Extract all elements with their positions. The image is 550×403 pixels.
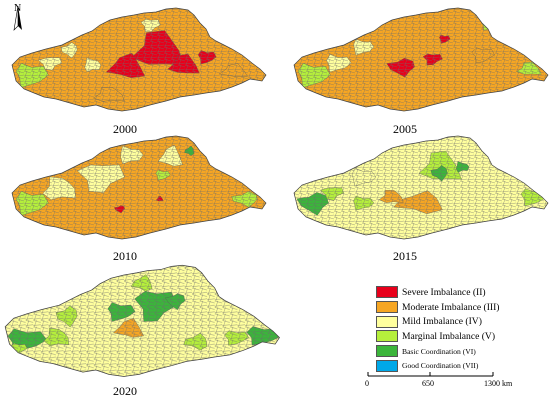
- legend-swatch: [376, 359, 398, 372]
- scale-bar: 0 650 1300 km: [360, 370, 520, 400]
- year-label-2010: 2010: [113, 249, 137, 263]
- legend-swatch: [376, 301, 398, 314]
- scale-bar-line: [367, 372, 494, 377]
- legend: Severe Imbalance (II) Moderate Imbalance…: [376, 285, 546, 373]
- legend-label: Good Coordination (VII): [402, 361, 479, 371]
- legend-item-marginal: Marginal Imbalance (V): [376, 329, 546, 344]
- legend-label: Moderate Imbalance (III): [402, 301, 500, 313]
- legend-swatch: [376, 286, 398, 299]
- legend-swatch: [376, 345, 398, 358]
- year-label-2000: 2000: [113, 122, 137, 136]
- map-panel-2005: [293, 7, 549, 112]
- legend-label: Severe Imbalance (II): [402, 286, 486, 298]
- legend-swatch: [376, 330, 398, 343]
- map-panel-2010: [11, 135, 267, 240]
- legend-item-moderate: Moderate Imbalance (III): [376, 300, 546, 315]
- scale-label-1300: 1300 km: [484, 379, 513, 388]
- year-label-2005: 2005: [393, 122, 417, 136]
- legend-label: Basic Coordination (VI): [402, 346, 476, 356]
- scale-label-0: 0: [365, 379, 369, 388]
- legend-item-good: Good Coordination (VII): [376, 358, 546, 373]
- map-panel-2020: [4, 264, 280, 377]
- legend-swatch: [376, 315, 398, 328]
- scale-label-650: 650: [422, 379, 434, 388]
- legend-item-severe: Severe Imbalance (II): [376, 285, 546, 300]
- north-label: N: [14, 3, 22, 14]
- map-panel-2015: [293, 135, 549, 240]
- legend-item-basic: Basic Coordination (VI): [376, 344, 546, 359]
- year-label-2020: 2020: [113, 384, 137, 398]
- north-arrow-icon: [13, 5, 22, 31]
- map-panel-2000: [11, 7, 267, 112]
- legend-label: Mild Imbalance (IV): [402, 316, 482, 328]
- year-label-2015: 2015: [393, 249, 417, 263]
- legend-item-mild: Mild Imbalance (IV): [376, 314, 546, 329]
- legend-label: Marginal Imbalance (V): [402, 330, 496, 342]
